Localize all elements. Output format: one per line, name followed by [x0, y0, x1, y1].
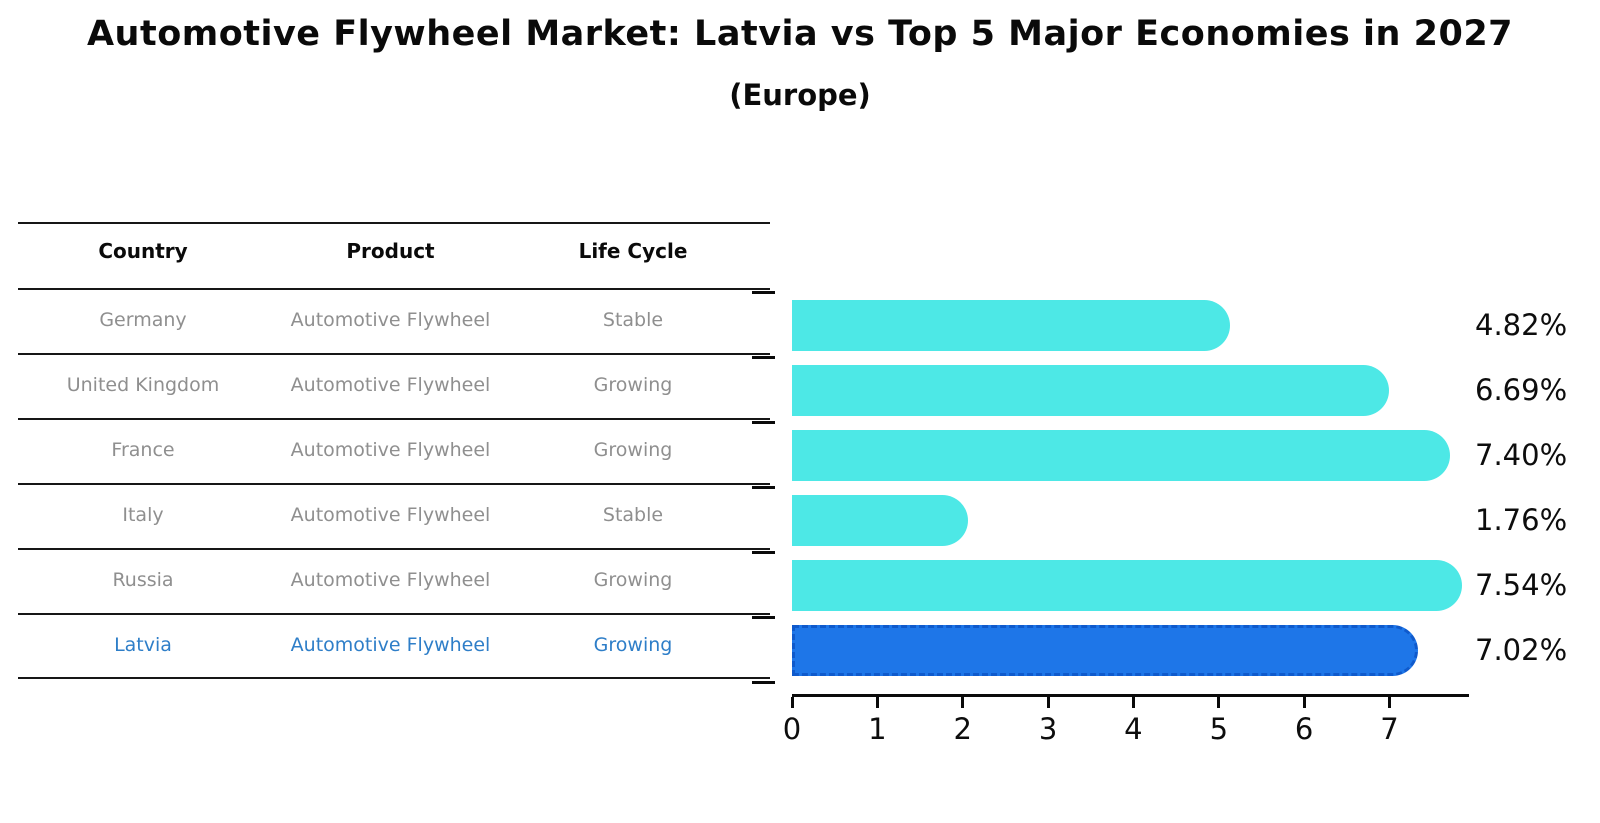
x-axis-line — [792, 694, 1469, 697]
table-header-country: Country — [98, 239, 188, 263]
cell-product: Automotive Flywheel — [290, 504, 491, 526]
x-tick — [1302, 697, 1306, 708]
value-label: 4.82% — [1475, 308, 1568, 342]
x-tick-label: 6 — [1294, 712, 1314, 746]
bar-russia — [792, 559, 1462, 611]
cell-country: Russia — [112, 569, 174, 591]
table-divider — [18, 222, 770, 224]
x-tick-label: 5 — [1209, 712, 1229, 746]
table-divider — [18, 353, 770, 355]
cell-country: United Kingdom — [66, 374, 220, 396]
chart-subtitle: (Europe) — [729, 78, 871, 112]
cell-life-cycle: Growing — [593, 634, 673, 656]
bar-germany — [792, 299, 1230, 351]
x-tick — [1388, 697, 1391, 708]
cell-product: Automotive Flywheel — [290, 439, 491, 461]
x-tick-label: 0 — [782, 712, 802, 746]
value-label: 7.54% — [1475, 568, 1568, 602]
table-divider — [18, 613, 770, 615]
y-tick — [752, 291, 775, 294]
bar-france — [792, 429, 1451, 481]
x-tick-label: 7 — [1380, 712, 1399, 746]
cell-product: Automotive Flywheel — [290, 374, 491, 396]
cell-life-cycle: Growing — [593, 439, 673, 461]
value-label: 7.40% — [1475, 438, 1568, 472]
table-divider — [18, 418, 770, 420]
y-tick — [752, 486, 775, 489]
value-label: 7.02% — [1475, 633, 1568, 667]
x-tick — [875, 697, 879, 708]
x-tick — [961, 697, 965, 708]
bar-united-kingdom — [792, 364, 1390, 416]
table-divider — [18, 288, 770, 290]
table-divider — [18, 677, 770, 679]
cell-life-cycle: Growing — [593, 569, 673, 591]
table-divider — [18, 483, 770, 485]
cell-product: Automotive Flywheel — [290, 309, 491, 331]
x-tick-label: 1 — [868, 712, 887, 746]
x-tick — [1046, 697, 1050, 708]
y-tick — [752, 421, 775, 424]
cell-life-cycle: Stable — [602, 309, 664, 331]
value-label: 6.69% — [1475, 373, 1568, 407]
x-tick-label: 2 — [953, 712, 972, 746]
x-tick — [1131, 697, 1135, 708]
y-tick — [752, 616, 775, 619]
table-header-life-cycle: Life Cycle — [578, 239, 688, 263]
cell-country: Latvia — [114, 634, 172, 656]
x-tick — [790, 697, 794, 708]
cell-life-cycle: Stable — [602, 504, 664, 526]
x-tick — [1217, 697, 1221, 708]
table-header-product: Product — [346, 239, 435, 263]
cell-life-cycle: Growing — [593, 374, 673, 396]
y-tick — [752, 551, 775, 554]
y-tick — [752, 356, 775, 359]
cell-product: Automotive Flywheel — [290, 569, 491, 591]
cell-country: France — [111, 439, 175, 461]
cell-product: Automotive Flywheel — [290, 634, 491, 656]
cell-country: Germany — [99, 309, 187, 331]
y-tick — [752, 681, 775, 684]
chart-title: Automotive Flywheel Market: Latvia vs To… — [86, 14, 1514, 54]
x-tick-label: 3 — [1038, 712, 1058, 746]
bar-italy — [792, 494, 968, 546]
table-divider — [18, 548, 770, 550]
x-tick-label: 4 — [1124, 712, 1143, 746]
value-label: 1.76% — [1475, 503, 1568, 537]
cell-country: Italy — [122, 504, 164, 526]
bar-latvia-highlighted — [792, 624, 1418, 676]
